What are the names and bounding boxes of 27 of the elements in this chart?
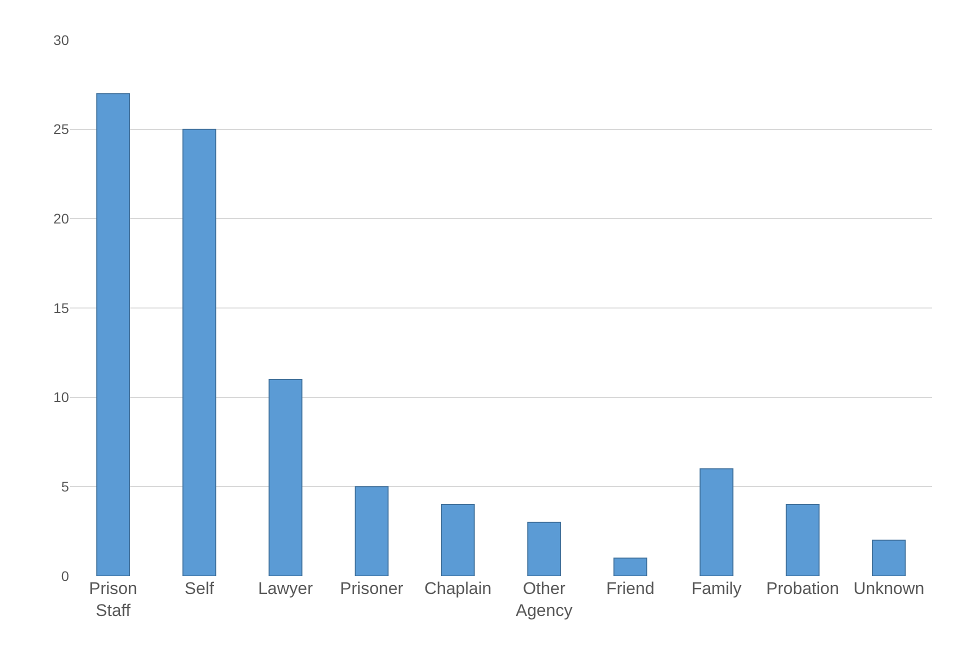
bar [872,540,906,576]
y-tick-label: 10 [53,389,70,406]
y-tick-label: 15 [53,300,70,316]
x-tick-label: Chaplain [424,579,492,598]
bar [441,504,475,576]
bar [354,486,389,576]
x-tick-label: Family [691,579,742,598]
bar [96,93,130,576]
bar [786,504,820,576]
x-tick-label: Lawyer [258,579,314,598]
bar [268,378,302,576]
x-tick-label: Prisoner [340,579,404,598]
x-tick-label: Self [184,579,214,598]
x-tick-label: Prison Staff [89,579,138,620]
bar [613,558,648,576]
x-tick-label: Friend [606,579,654,598]
bar [700,468,734,576]
x-tick-label: Unknown [853,579,924,598]
bar [182,128,216,576]
y-tick-label: 5 [61,478,70,495]
y-tick-label: 25 [53,121,70,138]
x-tick-label: Probation [766,579,840,598]
bar [527,522,561,576]
x-tick-label: Other Agency [516,579,573,620]
y-tick-label: 30 [53,32,70,48]
y-tick-label: 0 [61,568,70,584]
y-tick-label: 20 [53,210,70,227]
